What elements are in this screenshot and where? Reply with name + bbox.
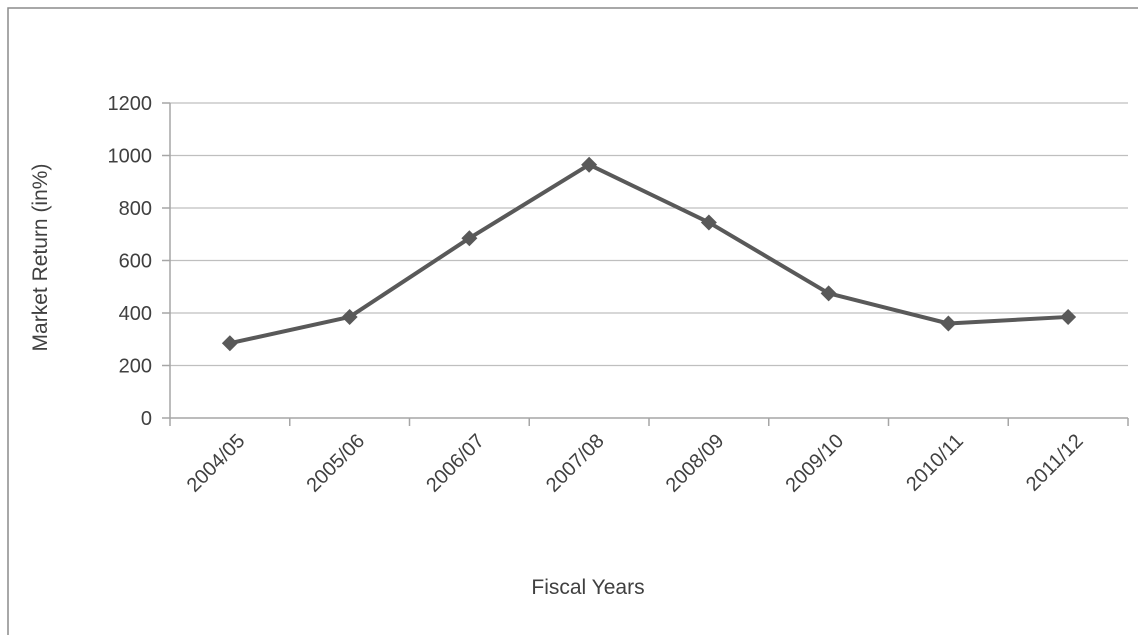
data-point-marker bbox=[820, 285, 837, 302]
gridlines bbox=[170, 102, 1128, 367]
y-tick-label: 800 bbox=[119, 198, 152, 220]
data-point-marker bbox=[461, 230, 478, 247]
x-axis-title: Fiscal Years bbox=[531, 576, 644, 599]
data-point-marker bbox=[940, 315, 957, 332]
y-tick-label: 1000 bbox=[108, 146, 153, 168]
data-point-marker bbox=[1060, 308, 1077, 325]
data-point-marker bbox=[700, 214, 717, 231]
data-point-marker bbox=[581, 156, 598, 173]
data-point-marker bbox=[341, 308, 358, 325]
y-tick-label: 0 bbox=[141, 408, 152, 430]
series-line bbox=[229, 162, 1069, 346]
y-tick-label: 400 bbox=[119, 303, 152, 325]
y-tick-label: 600 bbox=[119, 251, 152, 273]
data-point-marker bbox=[221, 335, 238, 352]
y-axis-ticks: 0 200 400 600 800 1000 1200 bbox=[108, 93, 170, 430]
y-tick-label: 1200 bbox=[108, 93, 153, 115]
series-group bbox=[221, 156, 1077, 352]
y-axis-title: Market Return (in%) bbox=[29, 164, 52, 352]
y-tick-label: 200 bbox=[119, 356, 152, 378]
